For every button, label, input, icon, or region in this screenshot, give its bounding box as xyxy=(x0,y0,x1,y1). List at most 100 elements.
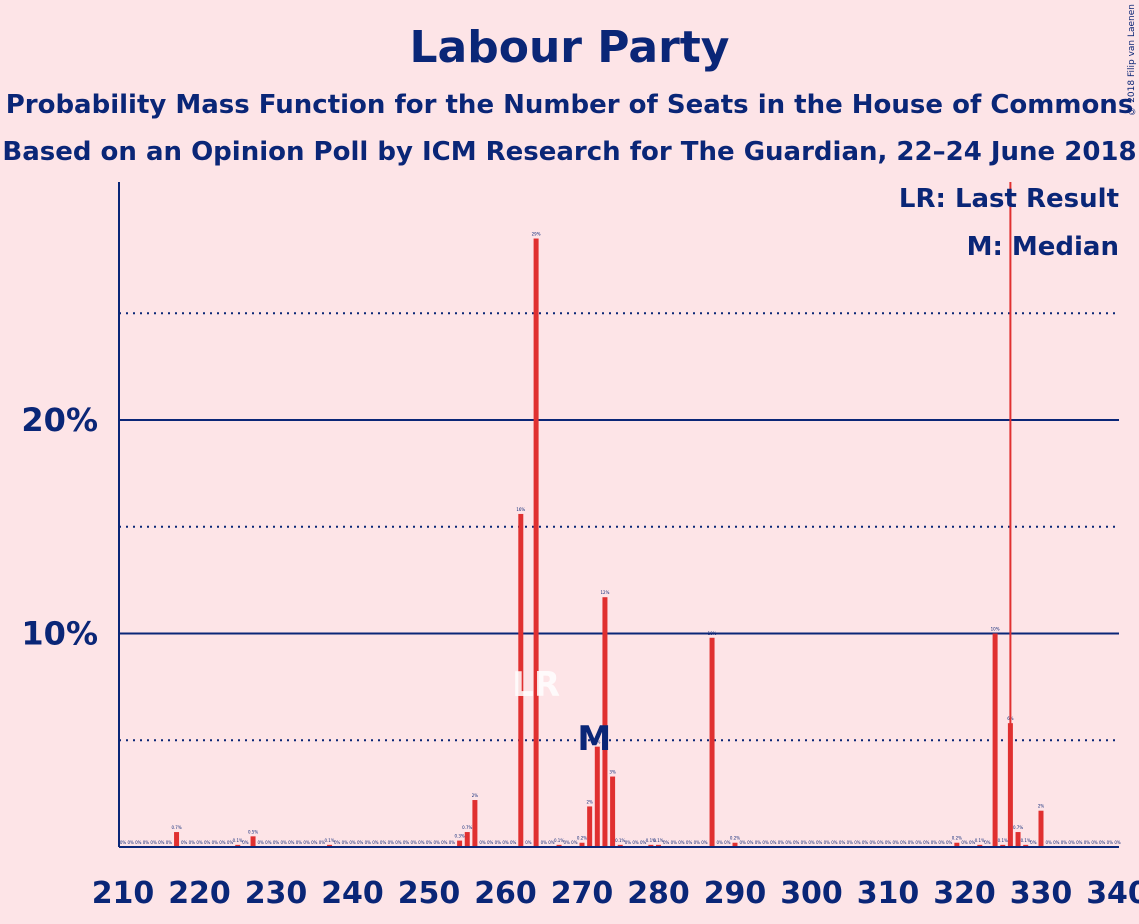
bar-label: 0% xyxy=(296,840,303,845)
markers: M LR xyxy=(512,182,1012,847)
bar-label: 0% xyxy=(923,840,930,845)
bar-label: 0.1% xyxy=(233,838,243,843)
x-tick-label: 220 xyxy=(168,876,231,911)
x-tick-label: 320 xyxy=(933,876,996,911)
bar-label: 0% xyxy=(931,840,938,845)
bar-label: 0% xyxy=(372,840,379,845)
x-tick-label: 210 xyxy=(92,876,155,911)
bar-label: 0.7% xyxy=(171,825,181,830)
bar-label: 10% xyxy=(991,627,1000,632)
bar-label: 0.1% xyxy=(1021,838,1031,843)
x-tick-label: 270 xyxy=(551,876,614,911)
bar xyxy=(977,844,983,847)
x-tick-label: 280 xyxy=(627,876,690,911)
bar-label: 29% xyxy=(532,232,541,237)
bar xyxy=(235,844,241,847)
bar-label: 2% xyxy=(1038,804,1045,809)
bar-label: 0% xyxy=(793,840,800,845)
bar-label: 0% xyxy=(334,840,341,845)
bar-label: 0% xyxy=(900,840,907,845)
bar-label: 0% xyxy=(915,840,922,845)
bar-label: 0% xyxy=(1114,840,1121,845)
bar-label: 0% xyxy=(548,840,555,845)
bar-label: 0% xyxy=(824,840,831,845)
bar-label: 0% xyxy=(135,840,142,845)
bar-label: 5% xyxy=(594,740,601,745)
x-tick-label: 240 xyxy=(321,876,384,911)
bar-label: 0% xyxy=(495,840,502,845)
bar-label: 10% xyxy=(708,631,717,636)
bar xyxy=(1038,810,1044,847)
bar-label: 0% xyxy=(426,840,433,845)
bar-label: 0% xyxy=(311,840,318,845)
bar-label: 16% xyxy=(516,507,525,512)
bar-label: 0% xyxy=(1076,840,1083,845)
x-tick-label: 290 xyxy=(704,876,767,911)
bar-label: 0% xyxy=(877,840,884,845)
bar xyxy=(518,513,524,847)
bar-label: 0% xyxy=(342,840,349,845)
bar-label: 0% xyxy=(571,840,578,845)
bar-label: 0% xyxy=(969,840,976,845)
bar-label: 0% xyxy=(510,840,517,845)
bar-label: 0.7% xyxy=(462,825,472,830)
bar-label: 0% xyxy=(671,840,678,845)
bar-label: 0.7% xyxy=(1013,825,1023,830)
bar-label: 0% xyxy=(541,840,548,845)
bar-label: 0% xyxy=(801,840,808,845)
bar-label: 0% xyxy=(632,840,639,845)
bar xyxy=(709,637,715,847)
bar-label: 0% xyxy=(265,840,272,845)
bar-label: 0% xyxy=(854,840,861,845)
bar xyxy=(174,832,180,847)
bar xyxy=(617,844,623,847)
bar-label: 0% xyxy=(961,840,968,845)
bar-label: 0% xyxy=(150,840,157,845)
bar-label: 0% xyxy=(831,840,838,845)
bar-label: 0.1% xyxy=(554,838,564,843)
bar xyxy=(464,832,470,847)
bar-label: 0% xyxy=(1084,840,1091,845)
bar-label: 0% xyxy=(418,840,425,845)
bar-label: 0% xyxy=(908,840,915,845)
chart-title: Labour Party xyxy=(409,22,730,73)
bar-label: 0% xyxy=(946,840,953,845)
bar xyxy=(533,238,539,847)
x-tick-label: 340 xyxy=(1086,876,1139,911)
bar-label: 0% xyxy=(303,840,310,845)
bar-label: 0.1% xyxy=(615,838,625,843)
bar-label: 0% xyxy=(885,840,892,845)
bar-label: 0% xyxy=(984,840,991,845)
bar xyxy=(587,806,593,847)
bar-label: 0% xyxy=(288,840,295,845)
x-tick-label: 330 xyxy=(1010,876,1073,911)
bar-label: 0% xyxy=(395,840,402,845)
x-tick-label: 310 xyxy=(857,876,920,911)
bar-label: 0% xyxy=(1068,840,1075,845)
bar-label: 0% xyxy=(403,840,410,845)
bar-label: 0% xyxy=(449,840,456,845)
y-tick-label: 10% xyxy=(21,615,98,653)
bar-label: 0% xyxy=(747,840,754,845)
gridlines xyxy=(119,312,1119,742)
bar-label: 0% xyxy=(762,840,769,845)
bar xyxy=(556,844,562,847)
bar-label: 0% xyxy=(487,840,494,845)
bar-label: 0% xyxy=(816,840,823,845)
bar-label: 0% xyxy=(717,840,724,845)
bar-label: 0% xyxy=(892,840,899,845)
chart-subtitle: Probability Mass Function for the Number… xyxy=(5,90,1134,120)
bar-label: 0% xyxy=(785,840,792,845)
bar-label: 0% xyxy=(258,840,265,845)
bar-label: 0.1% xyxy=(646,838,656,843)
bar-label: 0% xyxy=(273,840,280,845)
bar-label: 0% xyxy=(433,840,440,845)
y-axis-ticks: 10% 20% xyxy=(21,401,98,653)
bar-label: 2% xyxy=(586,799,593,804)
x-tick-label: 260 xyxy=(474,876,537,911)
bar-label: 0% xyxy=(196,840,203,845)
legend-last-result: LR: Last Result xyxy=(898,184,1119,214)
last-result-marker: LR xyxy=(512,665,560,705)
bar-label: 0% xyxy=(502,840,509,845)
bar-label: 0% xyxy=(1099,840,1106,845)
